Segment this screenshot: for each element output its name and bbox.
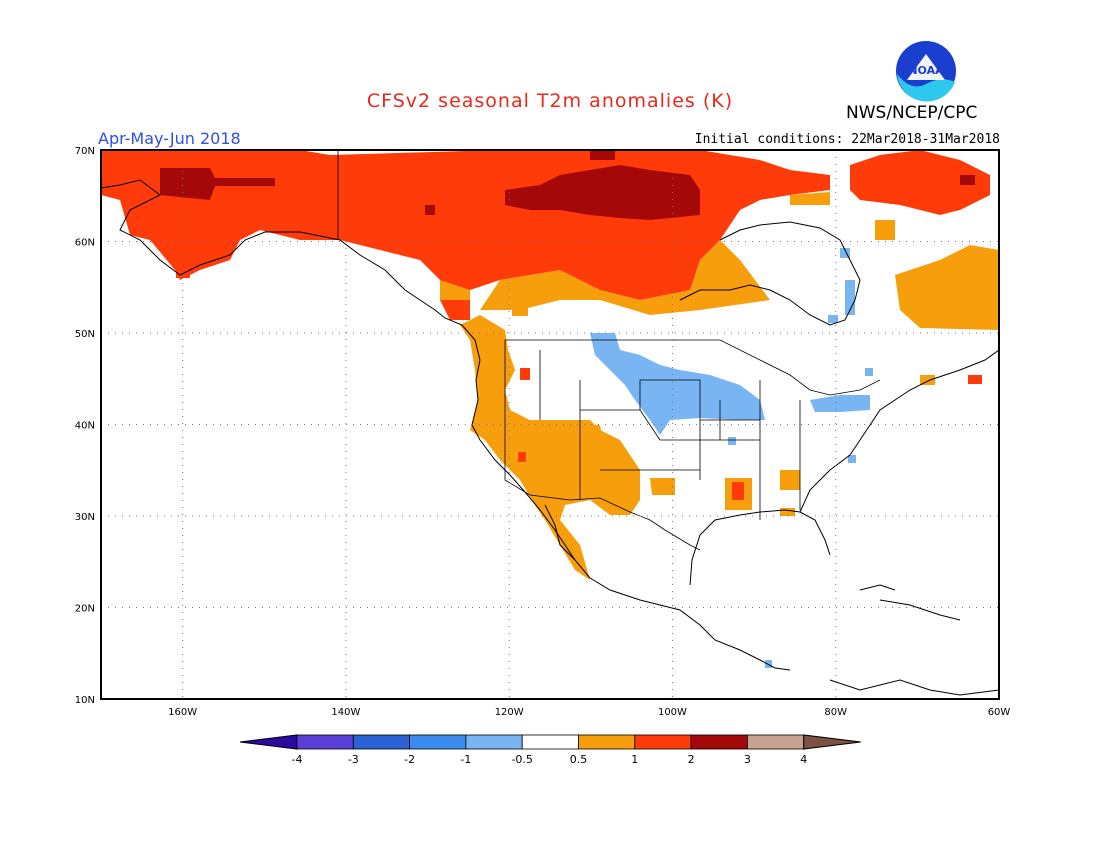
warm-dark-areas — [160, 150, 975, 220]
latitude-label: 70N — [75, 146, 95, 157]
colorbar-label: 2 — [688, 753, 695, 766]
colorbar-segment — [352, 734, 410, 750]
colorbar-segment — [690, 734, 748, 750]
latitude-labels: 70N 60N 50N 40N 30N 20N 10N — [75, 146, 95, 706]
colorbar-label: -4 — [292, 753, 303, 766]
colorbar-label: -1 — [460, 753, 471, 766]
latitude-label: 10N — [75, 695, 95, 706]
longitude-labels: 160W 140W 120W 100W 80W 60W — [168, 707, 1010, 718]
latitude-label: 40N — [75, 421, 95, 432]
latitude-label: 50N — [75, 329, 95, 340]
colorbar-segment — [747, 734, 805, 750]
map-title: CFSv2 seasonal T2m anomalies (K) — [366, 90, 734, 112]
latitude-label: 20N — [75, 604, 95, 615]
colorbar: -4 -3 -2 -1 -0.5 0.5 1 2 3 4 — [239, 734, 861, 766]
cool-light-areas — [590, 248, 873, 668]
colorbar-label: 4 — [800, 753, 807, 766]
longitude-label: 100W — [658, 707, 687, 718]
latitude-label: 60N — [75, 238, 95, 249]
graticule — [101, 150, 999, 699]
season-label: Apr-May-Jun 2018 — [98, 129, 241, 148]
longitude-label: 60W — [988, 707, 1011, 718]
colorbar-label: 3 — [744, 753, 751, 766]
political-borders — [337, 150, 881, 551]
latitude-label: 30N — [75, 512, 95, 523]
anomaly-shading — [101, 150, 999, 668]
longitude-label: 120W — [495, 707, 524, 718]
longitude-label: 80W — [824, 707, 847, 718]
colorbar-label: -2 — [404, 753, 415, 766]
colorbar-right-arrow — [803, 734, 861, 750]
longitude-label: 140W — [331, 707, 360, 718]
svg-text:NOAA: NOAA — [908, 64, 944, 77]
colorbar-label: -3 — [348, 753, 359, 766]
colorbar-segment — [296, 734, 354, 750]
coastlines — [101, 179, 999, 696]
colorbar-segment — [409, 734, 467, 750]
colorbar-label: -0.5 — [511, 753, 532, 766]
noaa-logo: NOAA — [896, 41, 956, 102]
colorbar-segment — [578, 734, 636, 750]
agency-label: NWS/NCEP/CPC — [846, 103, 978, 123]
colorbar-left-arrow — [239, 734, 298, 750]
colorbar-segment — [465, 734, 523, 750]
longitude-label: 160W — [168, 707, 197, 718]
colorbar-segment — [521, 734, 579, 750]
colorbar-segment — [634, 734, 692, 750]
map-frame — [100, 149, 1000, 700]
initial-conditions-label: Initial conditions: 22Mar2018-31Mar2018 — [694, 132, 1000, 147]
colorbar-label: 1 — [631, 753, 638, 766]
colorbar-label: 0.5 — [570, 753, 588, 766]
